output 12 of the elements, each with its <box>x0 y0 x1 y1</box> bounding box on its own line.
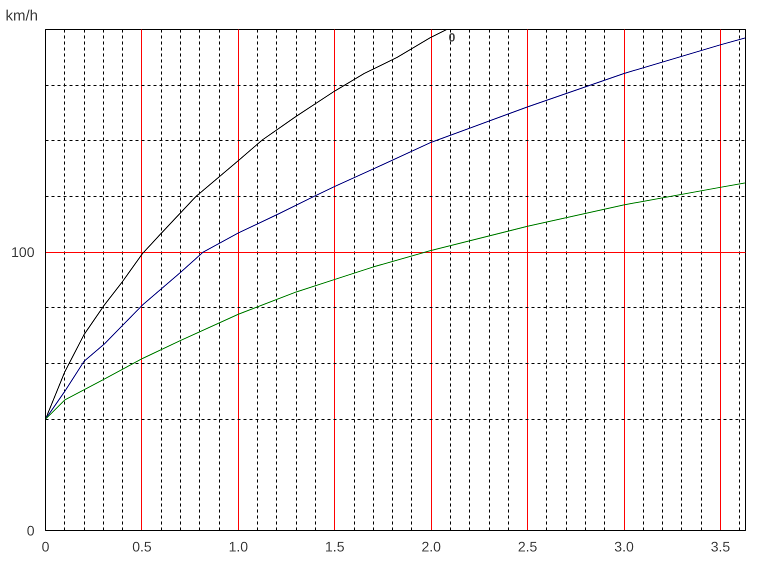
x-tick-label: 0.5 <box>132 538 152 554</box>
x-tick-label: 3.0 <box>614 538 634 554</box>
y-axis-title: km/h <box>6 8 38 24</box>
x-tick-label: 2.5 <box>518 538 538 554</box>
x-tick-label: 0 <box>42 538 50 554</box>
x-tick-label: 1.0 <box>228 538 248 554</box>
x-tick-label: 1.5 <box>325 538 345 554</box>
annotation: 0 <box>448 30 456 44</box>
x-tick-label: 2.0 <box>421 538 442 554</box>
line-series <box>46 182 746 420</box>
x-tick-label: 3.5 <box>710 538 730 554</box>
y-tick-label: 100 <box>11 244 35 260</box>
